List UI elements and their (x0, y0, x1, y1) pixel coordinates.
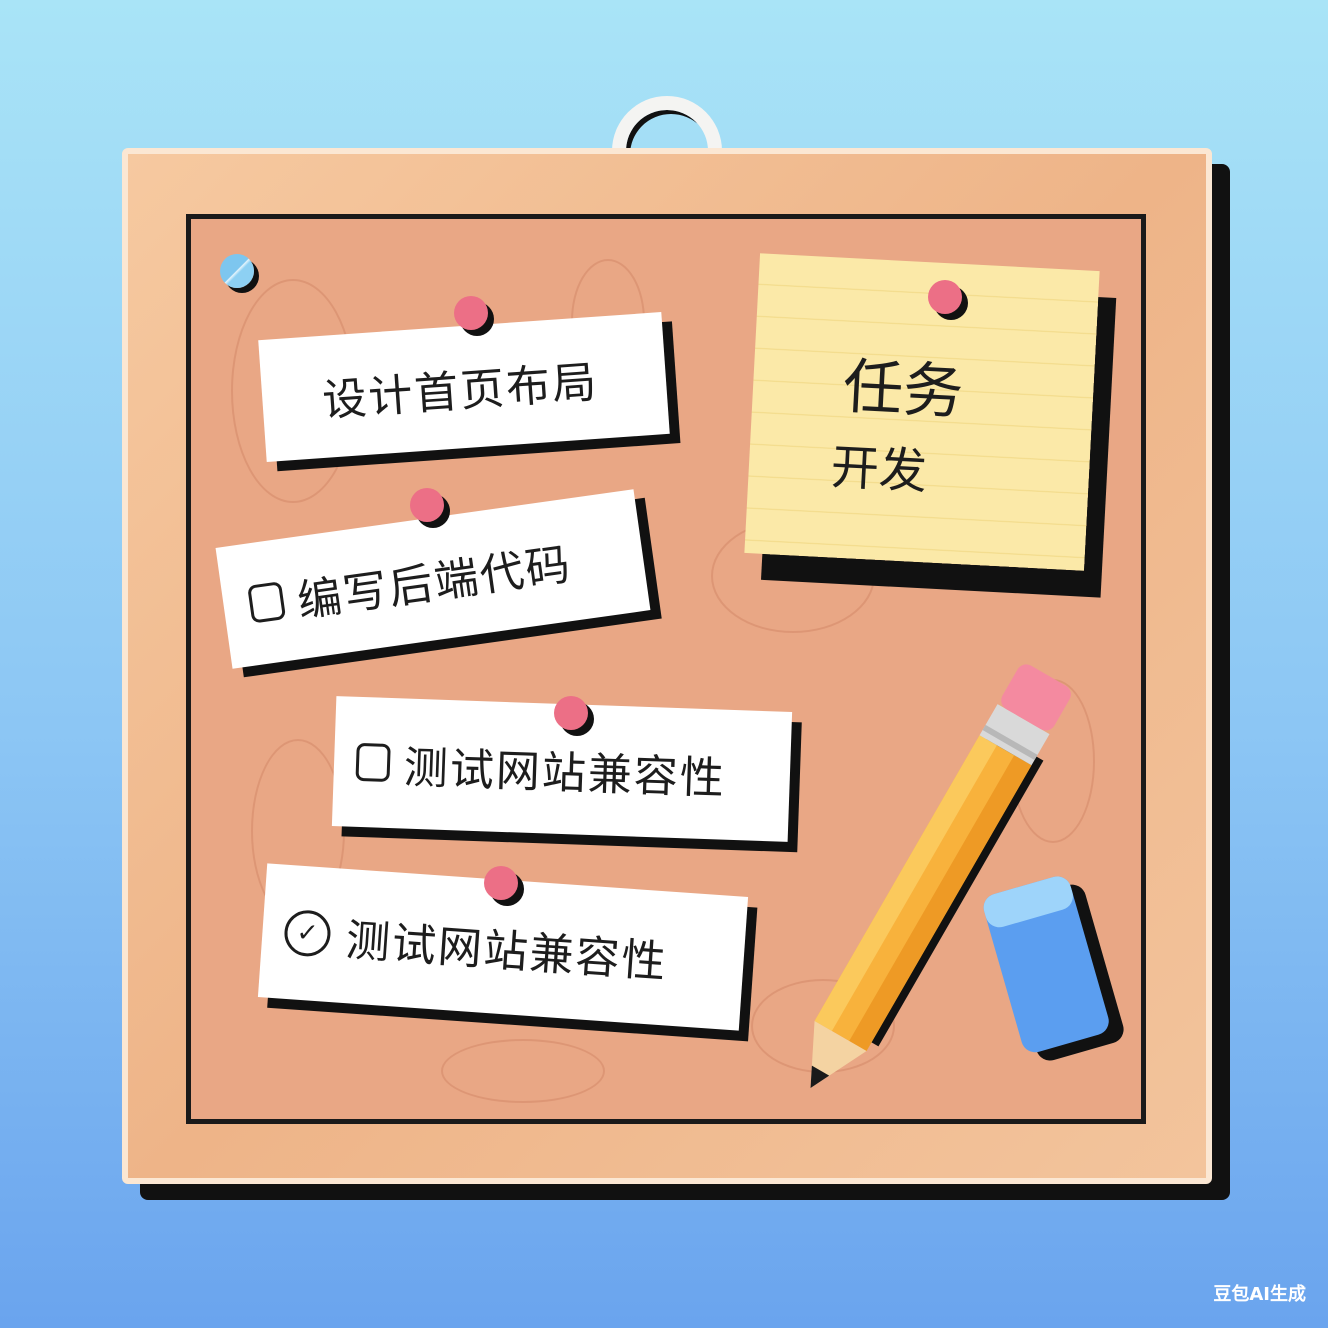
task-label: 编写后端代码 (294, 538, 575, 628)
task-label: 设计首页布局 (320, 356, 600, 427)
pushpin-icon (454, 296, 488, 330)
task-label: 测试网站兼容性 (344, 915, 670, 989)
task-label: 测试网站兼容性 (403, 742, 727, 805)
watermark: 豆包AI生成 (1213, 1284, 1306, 1305)
blue-pushpin-icon (220, 254, 254, 288)
eraser-icon (983, 876, 1124, 1061)
check-circle-icon[interactable]: ✓ (282, 908, 333, 958)
checkbox-icon[interactable] (247, 581, 287, 624)
sticky-note[interactable]: 任务 开发 (744, 253, 1100, 571)
sticky-note-title: 任务 (841, 351, 965, 429)
pushpin-icon (928, 280, 962, 314)
pushpin-icon (484, 866, 518, 900)
pushpin-icon (410, 488, 444, 522)
pushpin-icon (554, 696, 588, 730)
checkbox-icon[interactable] (355, 742, 391, 782)
sticky-note-subtitle: 开发 (829, 439, 929, 501)
pencil-icon (810, 664, 1071, 1088)
